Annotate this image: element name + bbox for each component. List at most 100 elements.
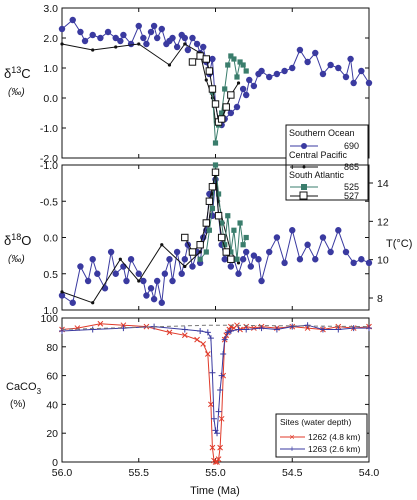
point-690 (150, 22, 158, 30)
point-1263 (258, 325, 265, 332)
point-690 (161, 270, 169, 277)
point-690 (112, 270, 119, 277)
point-1263 (227, 327, 234, 334)
point-690 (120, 263, 127, 270)
point-690 (153, 277, 161, 285)
point-690 (233, 103, 241, 111)
panel-d13c-units: (‰) (8, 87, 25, 98)
point-527 (222, 248, 230, 256)
point-690 (147, 28, 155, 36)
xtick-label: 54.5 (282, 467, 303, 479)
point-690 (173, 248, 181, 256)
point-1262 (215, 456, 222, 462)
ytick-label: 0.0 (43, 93, 58, 105)
point-865 (114, 45, 118, 49)
point-690 (235, 270, 242, 277)
point-690 (304, 241, 311, 248)
series-line-dashed (61, 324, 370, 330)
point-1262 (204, 351, 211, 357)
ytick-label: -1.0 (40, 123, 58, 135)
point-1263 (204, 329, 211, 336)
right-tick-label: 14 (377, 178, 389, 190)
legend-bottom-title: Sites (water depth) (280, 417, 352, 427)
point-527 (188, 58, 197, 66)
point-690 (166, 256, 173, 263)
legend-top: Southern Ocean 690 Central Pacific 865 S… (285, 124, 369, 201)
legend-top-group-title: South Atlantic (289, 170, 345, 180)
point-525 (206, 227, 212, 233)
point-690 (181, 256, 188, 263)
ytick-label: 60 (46, 371, 58, 383)
ylabel-d18o-sup: 18 (11, 232, 21, 242)
point-690 (258, 277, 265, 285)
point-527 (227, 255, 235, 263)
point-865 (236, 81, 241, 85)
legend-marker-527 (299, 191, 308, 200)
legend-label-865: 865 (344, 162, 359, 172)
panel-d13c-yticks: 3.0 2.0 1.0 0.0 -1.0 -2.0 (40, 3, 369, 165)
point-525 (222, 86, 228, 92)
ytick-label: 0 (52, 457, 58, 469)
point-1262 (217, 444, 223, 451)
ylabel-d13c-suffix: C (21, 66, 30, 81)
point-525 (219, 220, 225, 226)
point-690 (289, 227, 296, 234)
point-525 (219, 110, 225, 116)
point-690 (327, 61, 334, 69)
panel-d13c-marks (58, 8, 373, 158)
point-690 (250, 82, 258, 90)
point-690 (255, 256, 262, 263)
point-690 (181, 34, 188, 42)
point-1263 (235, 326, 242, 333)
point-1263 (273, 326, 280, 333)
ytick-label: 80 (46, 342, 58, 354)
panel-caco3-ylabel: CaCO3 (6, 381, 42, 396)
point-690 (120, 31, 127, 39)
point-690 (127, 40, 135, 48)
point-1262 (166, 329, 173, 336)
series-line-865 (61, 172, 239, 304)
point-525 (228, 53, 234, 59)
point-527 (196, 52, 204, 60)
point-690 (250, 252, 258, 259)
point-1263 (217, 387, 224, 393)
point-525 (231, 56, 237, 62)
xtick-label: 55.5 (129, 467, 150, 479)
point-690 (135, 22, 142, 30)
point-1263 (319, 326, 326, 333)
legend-label-1262: 1262 (4.8 km) (308, 432, 361, 442)
point-525 (240, 242, 246, 248)
point-1263 (221, 336, 228, 343)
point-865 (60, 42, 64, 46)
point-690 (158, 25, 165, 33)
point-690 (84, 277, 92, 285)
point-527 (211, 100, 220, 108)
ylabel-d18o-suffix: O (21, 233, 31, 248)
point-690 (327, 248, 334, 256)
point-525 (225, 213, 231, 219)
point-1263 (243, 326, 250, 333)
point-690 (239, 256, 247, 263)
point-690 (77, 263, 84, 270)
point-527 (205, 197, 214, 205)
point-690 (358, 256, 365, 263)
point-690 (296, 46, 304, 54)
panel-caco3-yticks: 100 80 60 40 20 0 (40, 313, 369, 469)
right-tick-label: 10 (377, 255, 389, 267)
point-690 (247, 263, 255, 270)
point-690 (365, 79, 373, 87)
panel-d18o-right-ticks: 14 12 10 8 (369, 178, 389, 305)
point-525 (234, 256, 240, 262)
ytick-label: 3.0 (43, 3, 58, 15)
xtick-label: 55.0 (205, 467, 226, 479)
ytick-label: -0.5 (40, 196, 58, 208)
point-690 (104, 28, 112, 36)
point-690 (77, 28, 84, 36)
point-865 (167, 63, 172, 67)
point-1262 (200, 341, 207, 347)
legend-bottom-box (275, 413, 368, 458)
ytick-label: 2.0 (43, 33, 58, 45)
point-525 (228, 249, 234, 255)
point-690 (58, 25, 66, 33)
